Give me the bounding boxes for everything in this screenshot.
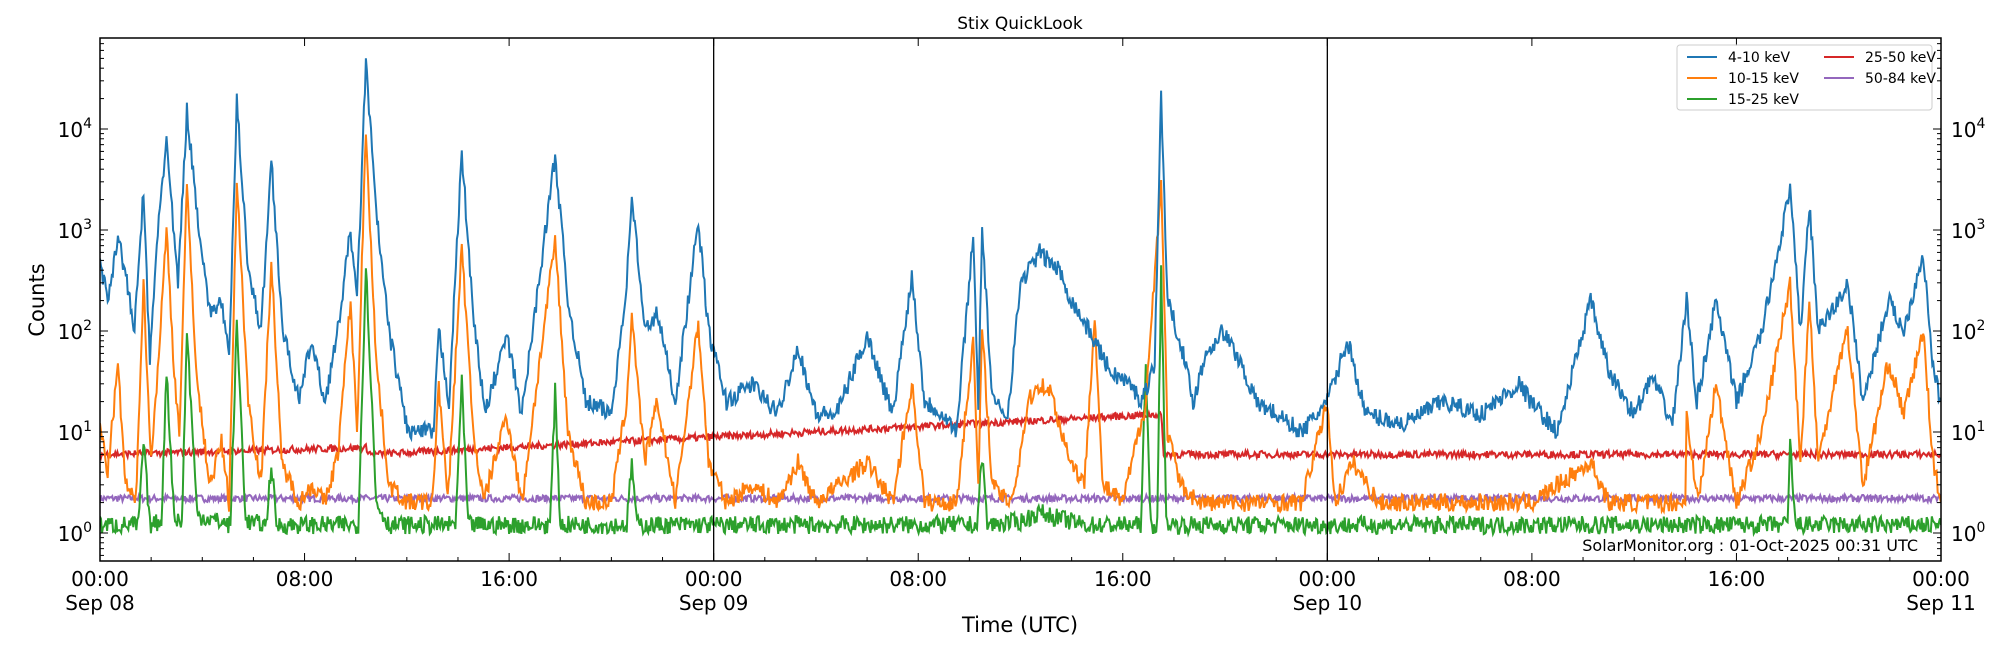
x-tick-date-label: Sep 11 <box>1906 591 1976 615</box>
x-tick-date-label: Sep 10 <box>1293 591 1363 615</box>
y-tick-base: 10 <box>58 219 83 243</box>
y-tick-base: 10 <box>1951 320 1976 344</box>
series-line-10-15-keV <box>100 134 1941 515</box>
x-tick-label: 00:00 <box>685 567 743 591</box>
y-tick-label: 103 <box>1951 217 1985 243</box>
legend-item: 50-84 keV <box>1824 71 1936 87</box>
y-tick-exponent: 1 <box>83 419 92 435</box>
series-line-15-25-keV <box>100 265 1941 538</box>
x-tick-label: 16:00 <box>1708 567 1766 591</box>
legend-label: 15-25 keV <box>1728 92 1799 108</box>
y-tick-label: 103 <box>58 217 92 243</box>
y-tick-exponent: 4 <box>1976 116 1985 132</box>
y-tick-exponent: 2 <box>83 318 92 334</box>
y-tick-exponent: 4 <box>83 116 92 132</box>
annotation-text: SolarMonitor.org : 01-Oct-2025 00:31 UTC <box>1582 536 1918 555</box>
legend-label: 50-84 keV <box>1865 71 1936 87</box>
y-tick-exponent: 3 <box>83 217 92 233</box>
y-tick-exponent: 3 <box>1976 217 1985 233</box>
series-line-50-84-keV <box>100 491 1941 506</box>
y-tick-base: 10 <box>1951 522 1976 546</box>
y-tick-base: 10 <box>1951 118 1976 142</box>
y-tick-exponent: 0 <box>1976 520 1985 536</box>
x-tick-label: 08:00 <box>276 567 334 591</box>
legend-label: 10-15 keV <box>1728 71 1799 87</box>
x-tick-label: 08:00 <box>889 567 947 591</box>
x-tick-date-label: Sep 09 <box>679 591 749 615</box>
legend-frame <box>1676 44 1933 111</box>
y-tick-base: 10 <box>58 320 83 344</box>
y-tick-exponent: 1 <box>1976 419 1985 435</box>
y-tick-label: 102 <box>58 318 92 344</box>
y-tick-base: 10 <box>1951 219 1976 243</box>
y-tick-base: 10 <box>58 522 83 546</box>
x-tick-label: 08:00 <box>1503 567 1561 591</box>
x-tick-label: 16:00 <box>1094 567 1152 591</box>
y-tick-base: 10 <box>58 421 83 445</box>
y-tick-exponent: 0 <box>83 520 92 536</box>
x-tick-label: 00:00 <box>1299 567 1357 591</box>
x-tick-label: 00:00 <box>71 567 129 591</box>
series-layer <box>100 58 1941 538</box>
legend-label: 4-10 keV <box>1728 50 1790 66</box>
y-tick-label: 102 <box>1951 318 1985 344</box>
y-tick-label: 104 <box>58 116 92 142</box>
y-tick-label: 100 <box>58 520 92 546</box>
x-tick-label: 00:00 <box>1912 567 1970 591</box>
legend: 4-10 keV 10-15 keV 15-25 keV 25-50 keV 50-84… <box>1676 44 1936 111</box>
legend-item: 10-15 keV <box>1687 71 1799 87</box>
x-tick-date-label: Sep 08 <box>65 591 135 615</box>
y-tick-label: 100 <box>1951 520 1985 546</box>
legend-label: 25-50 keV <box>1865 50 1936 66</box>
x-axis-label: Time (UTC) <box>961 613 1078 637</box>
y-tick-exponent: 2 <box>1976 318 1985 334</box>
y-tick-base: 10 <box>58 118 83 142</box>
legend-item: 25-50 keV <box>1824 50 1936 66</box>
x-tick-label: 16:00 <box>480 567 538 591</box>
y-tick-label: 104 <box>1951 116 1985 142</box>
chart-title: Stix QuickLook <box>957 14 1083 34</box>
series-line-25-50-keV <box>100 409 1941 462</box>
y-tick-base: 10 <box>1951 421 1976 445</box>
y-axis-label: Counts <box>25 263 49 336</box>
y-tick-label: 101 <box>1951 419 1985 445</box>
legend-item: 15-25 keV <box>1687 92 1799 108</box>
legend-item: 4-10 keV <box>1687 50 1790 66</box>
series-line-4-10-keV <box>100 58 1941 443</box>
y-tick-label: 101 <box>58 419 92 445</box>
